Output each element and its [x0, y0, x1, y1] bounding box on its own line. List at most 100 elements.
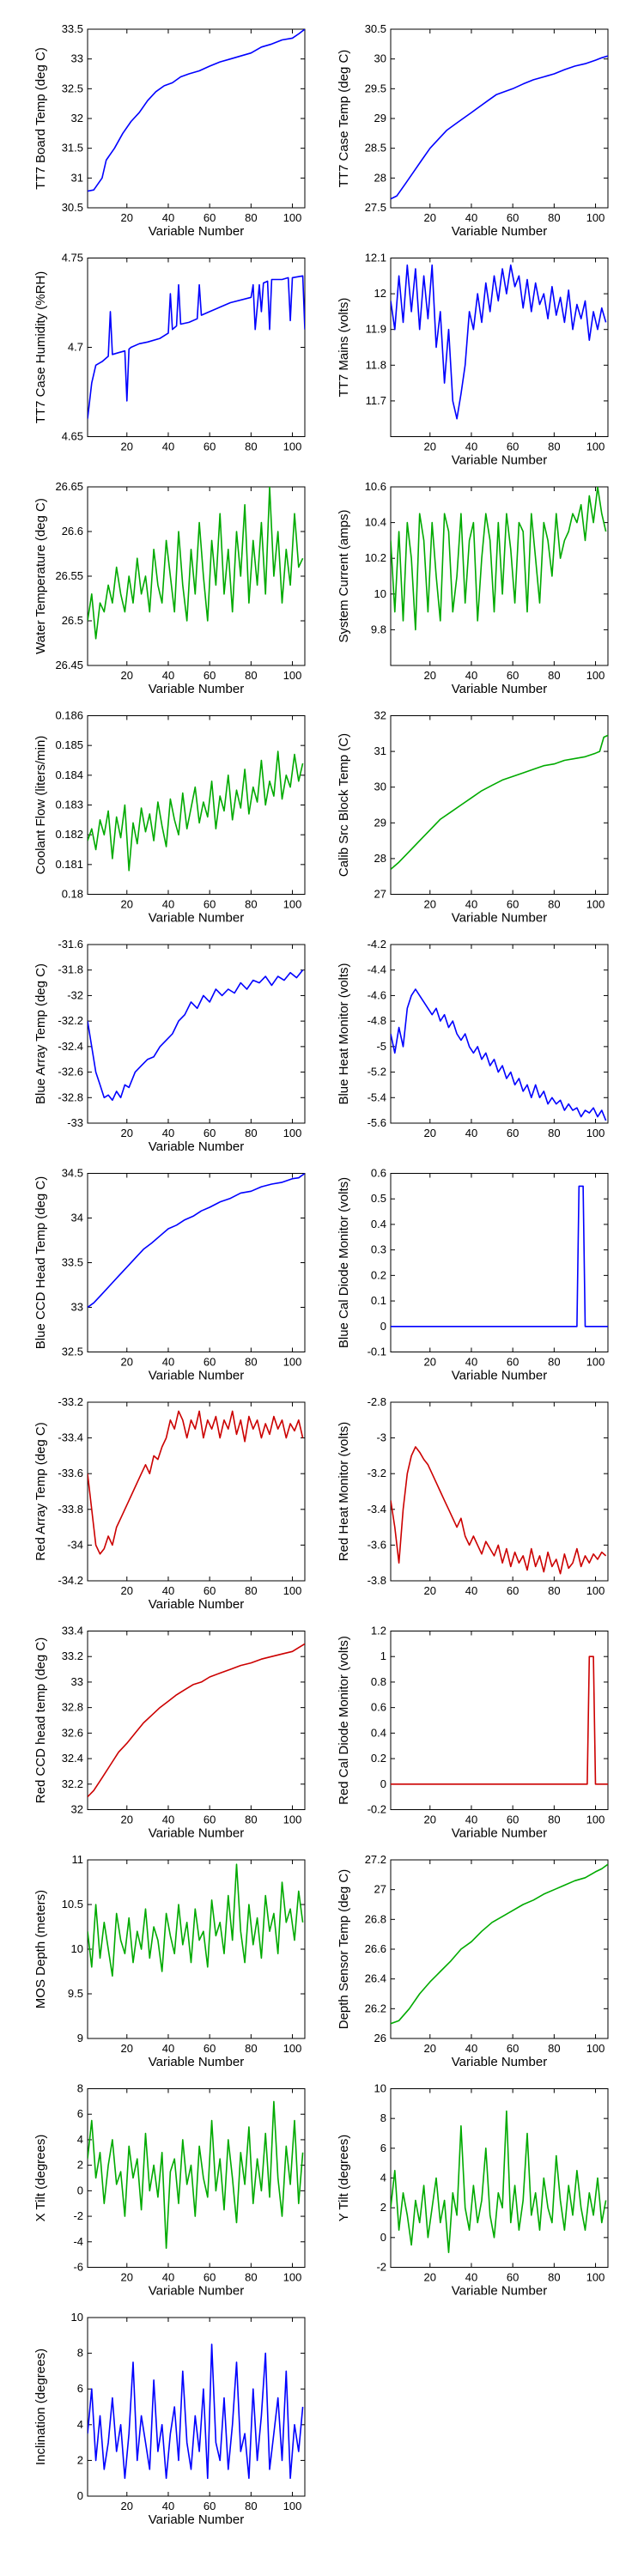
y-tick-label: 4.75 — [62, 252, 83, 264]
y-tick-label: 32 — [71, 1803, 83, 1816]
y-axis-label: TT7 Mains (volts) — [337, 298, 351, 398]
chart-panel-15: 20 40 60 80 100 32 32.2 32.4 32.6 32.8 33 33.2 33.4 V… — [33, 1625, 306, 1841]
x-axis-label: Variable Number — [149, 2284, 244, 2299]
x-tick-label: 60 — [507, 211, 519, 224]
y-tick-label: 26.6 — [62, 525, 83, 538]
x-tick-label: 100 — [283, 1814, 302, 1826]
y-tick-label: 33.2 — [62, 1649, 83, 1662]
x-tick-label: 40 — [465, 1814, 477, 1826]
y-tick-label: 26.2 — [365, 2002, 386, 2014]
y-tick-label: 33 — [71, 52, 83, 65]
x-tick-label: 60 — [507, 1356, 519, 1369]
x-tick-label: 60 — [507, 440, 519, 453]
y-tick-label: 28 — [374, 171, 386, 184]
plot-area — [390, 28, 609, 209]
y-tick-label: -2 — [73, 2209, 83, 2222]
y-tick-label: -32.8 — [58, 1091, 83, 1103]
plot-area — [390, 486, 609, 666]
x-tick-label: 40 — [465, 440, 477, 453]
plot-area — [87, 1401, 306, 1582]
series-line — [88, 487, 304, 640]
y-tick-label: 2 — [77, 2453, 83, 2466]
y-tick-label: -31.8 — [58, 963, 83, 976]
chart-panel-2: 20 40 60 80 100 27.5 28 28.5 29 29.5 30 30.5 Variabl… — [337, 22, 609, 239]
chart-panel-9: 20 40 60 80 100 -33 -32.8 -32.6 -32.4 -32.2 -32 -31… — [33, 938, 306, 1154]
y-tick-label: 10.5 — [62, 1898, 83, 1911]
x-tick-label: 60 — [507, 2271, 519, 2284]
x-tick-label: 40 — [162, 1584, 174, 1597]
y-axis-label: TT7 Case Humidity (%RH) — [33, 271, 48, 424]
y-tick-label: 10 — [374, 2082, 386, 2095]
x-tick-label: 60 — [204, 1814, 216, 1826]
chart-panel-18: 20 40 60 80 100 26 26.2 26.4 26.6 26.8 27 27.2 Varia… — [337, 1853, 609, 2069]
y-tick-label: 34 — [71, 1212, 83, 1224]
y-tick-label: 4 — [380, 2172, 386, 2184]
x-tick-label: 20 — [424, 440, 436, 453]
y-tick-label: 26.65 — [55, 480, 83, 493]
y-axis-label: Blue Cal Diode Monitor (volts) — [337, 1177, 351, 1348]
series-line — [88, 1863, 304, 1977]
y-tick-label: 2 — [380, 2201, 386, 2214]
y-tick-label: 34.5 — [62, 1167, 83, 1180]
plot-area — [390, 944, 609, 1124]
x-tick-label: 40 — [465, 2042, 477, 2055]
x-tick-label: 100 — [283, 440, 302, 453]
y-tick-label: -2.8 — [368, 1395, 386, 1408]
series-line — [88, 1173, 305, 1309]
x-axis-label: Variable Number — [149, 1826, 244, 1841]
y-tick-label: 11 — [72, 1853, 84, 1866]
x-tick-label: 40 — [465, 1127, 477, 1139]
x-tick-label: 80 — [245, 1127, 257, 1139]
x-tick-label: 40 — [162, 440, 174, 453]
x-tick-label: 80 — [548, 211, 560, 224]
x-tick-label: 100 — [586, 1814, 605, 1826]
x-tick-label: 20 — [121, 2271, 133, 2284]
x-tick-label: 80 — [548, 2042, 560, 2055]
x-tick-label: 80 — [548, 1584, 560, 1597]
plot-area — [390, 715, 609, 895]
series-line — [391, 988, 607, 1121]
x-tick-label: 60 — [507, 1814, 519, 1826]
y-axis-label: MOS Depth (meters) — [33, 1890, 48, 2008]
y-tick-label: 29 — [374, 112, 386, 125]
y-axis-label: X Tilt (degrees) — [33, 2135, 48, 2222]
x-tick-label: 40 — [162, 669, 174, 682]
y-axis-label: TT7 Case Temp (deg C) — [337, 50, 351, 188]
y-tick-label: 0.183 — [55, 799, 83, 811]
chart-panel-19: 20 40 60 80 100 -6 -4 -2 0 2 4 6 8 Variable Number X T… — [33, 2082, 306, 2299]
x-tick-label: 80 — [245, 2271, 257, 2284]
y-tick-label: 0 — [380, 2231, 386, 2244]
chart-panel-3: 20 40 60 80 100 4.65 4.7 4.75 TT7 Case Humidity … — [33, 252, 306, 453]
y-axis-label: TT7 Board Temp (deg C) — [33, 47, 48, 190]
series-line — [391, 2110, 607, 2253]
y-tick-label: 0 — [77, 2489, 83, 2502]
y-tick-label: 9.5 — [68, 1987, 83, 2000]
y-tick-label: 6 — [380, 2142, 386, 2154]
series-line — [88, 2100, 304, 2249]
y-tick-label: 4.7 — [68, 341, 83, 354]
y-axis-label: Calib Src Block Temp (C) — [337, 733, 351, 877]
x-tick-label: 20 — [121, 211, 133, 224]
y-tick-label: 6 — [77, 2382, 83, 2395]
y-axis-label: Depth Sensor Temp (deg C) — [337, 1869, 351, 2029]
y-tick-label: -4.8 — [368, 1014, 386, 1027]
x-tick-label: 80 — [548, 669, 560, 682]
x-tick-label: 20 — [121, 440, 133, 453]
x-tick-label: 60 — [507, 669, 519, 682]
x-tick-label: 20 — [121, 2042, 133, 2055]
y-tick-label: 32.6 — [62, 1726, 83, 1739]
y-tick-label: -34 — [67, 1538, 83, 1551]
y-tick-label: 27 — [374, 888, 386, 901]
x-axis-label: Variable Number — [149, 1369, 244, 1383]
x-axis-label: Variable Number — [149, 224, 244, 239]
x-tick-label: 40 — [162, 2500, 174, 2512]
y-tick-label: 0.182 — [55, 828, 83, 841]
x-tick-label: 20 — [424, 1127, 436, 1139]
y-tick-label: 0 — [380, 1320, 386, 1333]
y-tick-label: 32.2 — [62, 1777, 83, 1790]
y-axis-label: Blue CCD Head Temp (deg C) — [33, 1176, 48, 1349]
x-tick-label: 100 — [283, 1127, 302, 1139]
x-tick-label: 20 — [121, 898, 133, 911]
x-tick-label: 20 — [424, 1814, 436, 1826]
x-tick-label: 40 — [465, 1356, 477, 1369]
